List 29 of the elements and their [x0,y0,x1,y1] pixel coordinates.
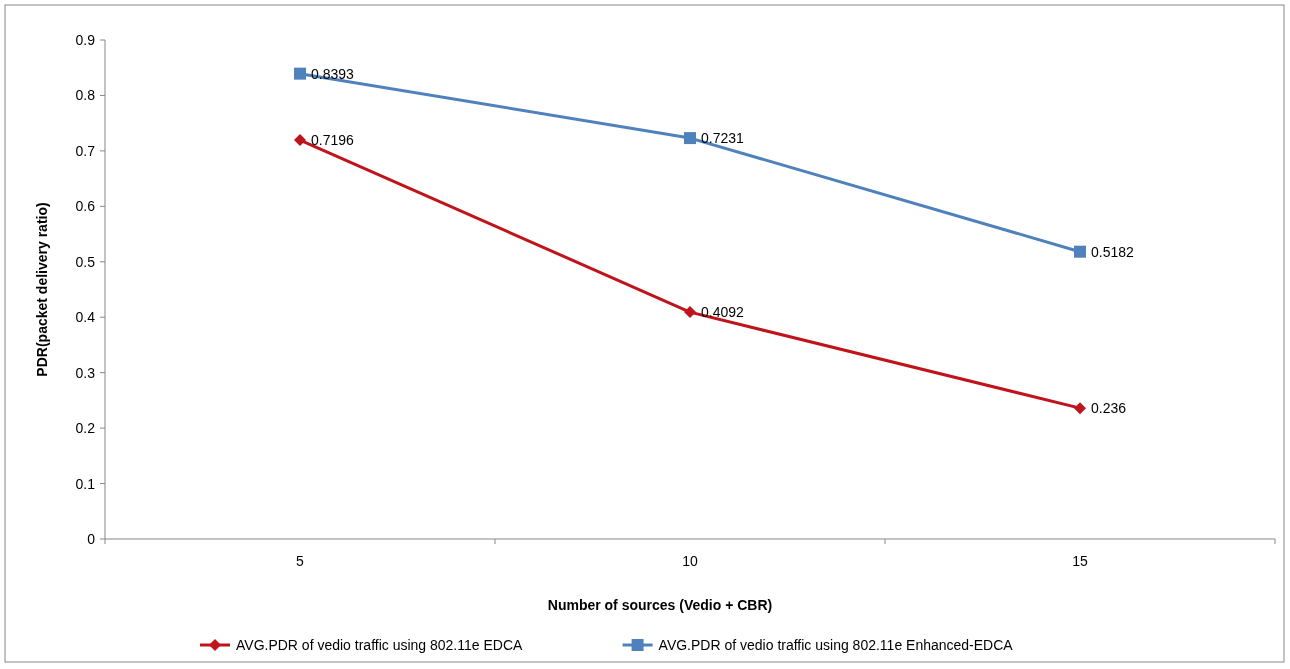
x-axis-title: Number of sources (Vedio + CBR) [547,597,773,613]
point [294,134,306,147]
data-label: 0.236 [1091,400,1127,417]
y-axis-title: PDR(packet delivery ratio) [34,202,50,377]
y-tick-label: 0.8 [75,87,96,104]
y-tick-label: 0.9 [75,32,96,48]
y-tick-label: 0.5 [75,253,96,270]
point [1074,245,1086,258]
data-label: 0.7196 [311,132,355,149]
x-tick-label: 10 [682,553,698,569]
data-label: 0.7231 [701,130,745,147]
y-tick-label: 0.4 [75,309,96,326]
point [294,67,306,80]
y-tick-label: 0.6 [75,198,96,215]
legend-label: AVG.PDR of vedio traffic using 802.11e Enhanced-EDCA [658,637,1014,653]
y-tick-label: 0.7 [75,142,96,159]
y-tick-label: 0.1 [75,475,96,492]
point [684,132,696,145]
y-tick-label: 0 [87,531,96,547]
point [684,306,696,319]
y-tick-label: 0.3 [75,364,96,381]
data-label: 0.4092 [701,304,745,321]
y-tick-label: 0.2 [75,420,96,437]
data-label: 0.5182 [1091,243,1135,260]
data-label: 0.8393 [311,65,355,82]
x-tick-label: 5 [296,553,305,569]
point [1074,402,1086,415]
x-tick-label: 15 [1072,553,1088,569]
legend-label: AVG.PDR of vedio traffic using 802.11e EDCA [236,637,524,653]
